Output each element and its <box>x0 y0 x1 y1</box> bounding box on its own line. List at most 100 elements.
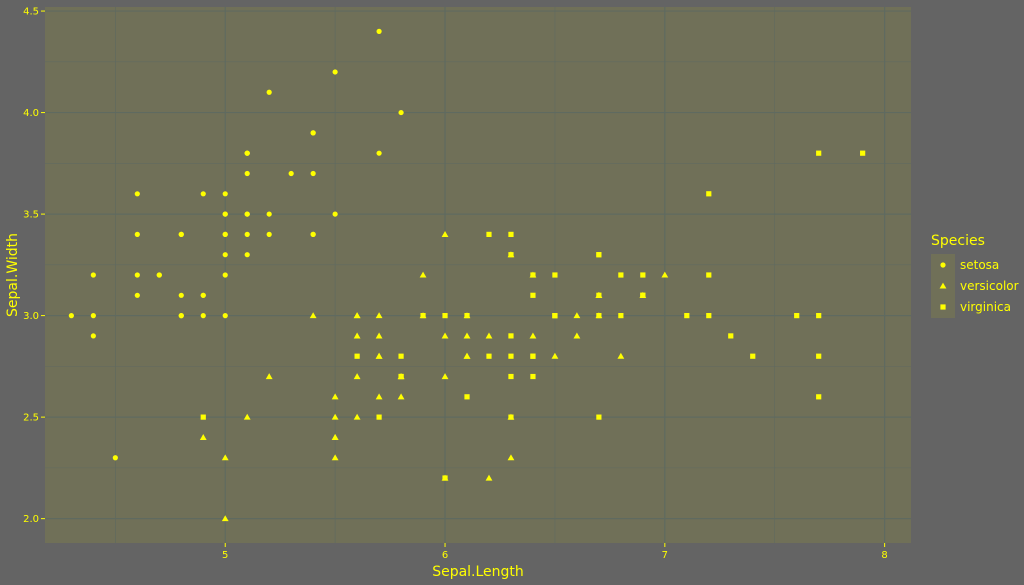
data-point-setosa <box>134 292 140 298</box>
data-point-versicolor <box>375 312 383 319</box>
data-point-setosa <box>200 313 206 319</box>
data-point-virginica <box>706 272 712 278</box>
data-point-virginica <box>398 353 404 359</box>
data-point-virginica <box>816 150 822 156</box>
y-tick-label: 3.5 <box>23 210 39 221</box>
data-point-versicolor <box>573 332 581 339</box>
data-point-virginica <box>728 333 734 339</box>
data-point-versicolor <box>375 352 383 359</box>
data-point-setosa <box>244 252 250 258</box>
data-point-virginica <box>508 353 514 359</box>
data-point-setosa <box>68 313 74 319</box>
data-point-virginica <box>706 313 712 319</box>
data-point-versicolor <box>221 454 229 461</box>
data-point-virginica <box>530 373 536 380</box>
y-axis-ticks: 2.0 2.5 3.0 3.5 4.0 4.5 <box>23 7 45 525</box>
legend-label-virginica: virginica <box>960 300 1011 314</box>
data-point-virginica <box>354 353 360 359</box>
data-point-setosa <box>200 191 206 197</box>
data-point-virginica <box>420 313 426 319</box>
data-point-virginica <box>508 231 514 237</box>
data-point-setosa <box>244 231 250 237</box>
data-point-virginica <box>750 353 756 359</box>
data-point-setosa <box>310 170 316 177</box>
data-point-versicolor <box>441 230 449 237</box>
data-point-versicolor <box>265 373 273 380</box>
data-point-versicolor <box>331 434 339 440</box>
data-point-setosa <box>310 130 316 136</box>
data-point-setosa <box>376 28 382 34</box>
y-tick-label: 4.0 <box>23 108 39 119</box>
data-point-virginica <box>618 313 624 319</box>
data-point-virginica <box>508 373 514 380</box>
legend: Species setosa versicolor virginica <box>931 233 1019 318</box>
data-point-setosa <box>134 272 140 278</box>
data-point-virginica <box>530 272 536 278</box>
data-point-virginica <box>794 313 800 319</box>
data-point-virginica <box>200 414 206 420</box>
data-point-setosa <box>156 272 162 278</box>
data-point-setosa <box>244 211 250 217</box>
legend-items: setosa versicolor virginica <box>939 258 1019 314</box>
data-point-versicolor <box>441 332 449 339</box>
data-point-virginica <box>684 313 690 319</box>
legend-key-versicolor <box>939 282 947 289</box>
x-axis-ticks: 5 6 7 8 <box>222 543 888 561</box>
data-point-versicolor <box>331 454 339 461</box>
data-point-virginica <box>530 353 536 359</box>
data-point-virginica <box>596 414 602 420</box>
data-point-virginica <box>464 313 470 319</box>
data-point-virginica <box>508 333 514 339</box>
data-point-virginica <box>398 373 404 380</box>
legend-label-setosa: setosa <box>960 258 999 272</box>
data-point-setosa <box>90 333 96 339</box>
data-point-virginica <box>596 252 602 258</box>
data-point-virginica <box>486 353 492 359</box>
data-point-setosa <box>244 150 250 156</box>
data-point-virginica <box>508 252 514 258</box>
data-point-versicolor <box>353 413 361 420</box>
data-point-virginica <box>596 313 602 319</box>
x-axis-title: Sepal.Length <box>432 564 524 580</box>
x-tick-label: 5 <box>222 550 228 561</box>
data-point-setosa <box>112 455 118 461</box>
x-tick-label: 8 <box>881 550 887 561</box>
data-point-versicolor <box>243 413 251 420</box>
data-point-virginica <box>816 394 822 400</box>
data-point-versicolor <box>529 332 537 339</box>
data-point-virginica <box>816 353 822 359</box>
data-point-setosa <box>222 211 228 217</box>
data-point-versicolor <box>353 332 361 339</box>
data-point-setosa <box>332 69 338 75</box>
data-point-virginica <box>860 150 866 156</box>
data-point-virginica <box>464 394 470 400</box>
data-point-versicolor <box>463 332 471 339</box>
data-point-versicolor <box>507 454 515 461</box>
data-point-setosa <box>90 272 96 278</box>
data-point-virginica <box>376 414 382 420</box>
y-tick-label: 4.5 <box>23 7 39 18</box>
data-point-versicolor <box>551 352 559 359</box>
data-point-versicolor <box>661 271 669 278</box>
data-point-setosa <box>376 150 382 156</box>
legend-key-setosa <box>940 262 946 268</box>
data-point-versicolor <box>485 332 493 339</box>
data-point-virginica <box>530 292 536 298</box>
data-point-versicolor <box>353 373 361 380</box>
y-axis-title: Sepal.Width <box>5 233 21 317</box>
data-point-versicolor <box>419 271 427 278</box>
data-point-setosa <box>222 231 228 237</box>
x-tick-label: 6 <box>442 550 448 561</box>
data-point-versicolor <box>485 474 493 481</box>
x-tick-label: 7 <box>662 550 668 561</box>
legend-label-versicolor: versicolor <box>960 279 1019 293</box>
data-point-versicolor <box>617 352 625 359</box>
data-point-virginica <box>552 313 558 319</box>
data-point-versicolor <box>573 312 581 319</box>
data-point-setosa <box>222 313 228 319</box>
plot-panel <box>45 7 911 543</box>
data-point-setosa <box>222 272 228 278</box>
data-point-setosa <box>134 231 140 237</box>
legend-key-virginica <box>940 304 946 310</box>
